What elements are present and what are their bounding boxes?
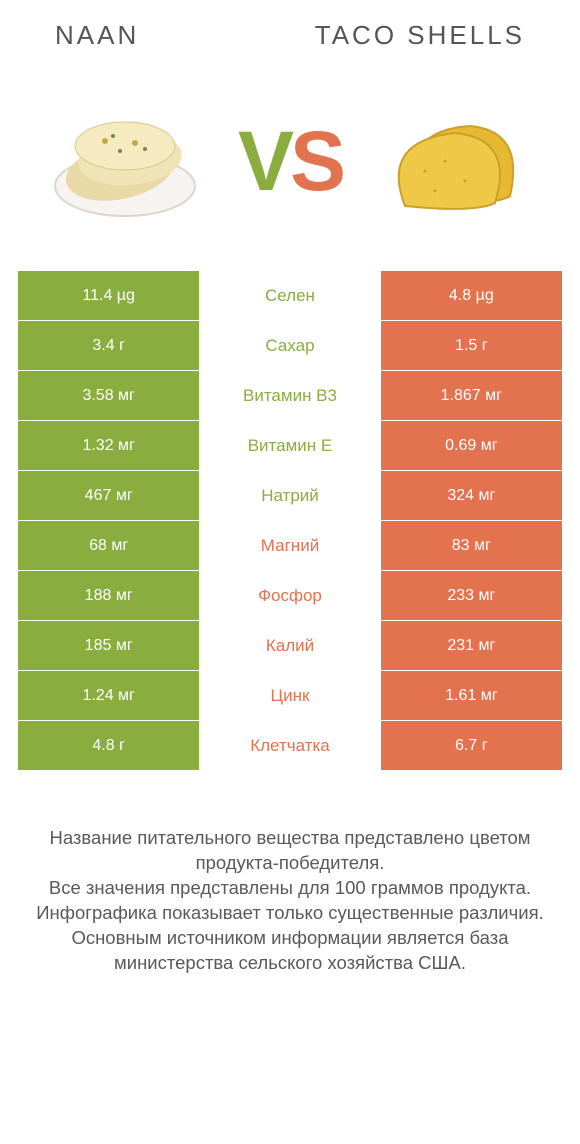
nutrient-name: Цинк (199, 671, 380, 721)
table-row: 185 мгКалий231 мг (18, 621, 562, 671)
footer-notes: Название питательного вещества представл… (0, 771, 580, 976)
nutrient-name: Натрий (199, 471, 380, 521)
table-row: 3.4 гСахар1.5 г (18, 321, 562, 371)
table-row: 1.32 мгВитамин E0.69 мг (18, 421, 562, 471)
left-value: 11.4 µg (18, 271, 199, 321)
table-row: 11.4 µgСелен4.8 µg (18, 271, 562, 321)
table-row: 3.58 мгВитамин B31.867 мг (18, 371, 562, 421)
vs-s: S (290, 114, 342, 208)
table-row: 188 мгФосфор233 мг (18, 571, 562, 621)
right-value: 1.867 мг (381, 371, 562, 421)
comparison-images-row: VS (0, 61, 580, 271)
footer-line: Инфографика показывает только существенн… (30, 901, 550, 926)
left-value: 1.24 мг (18, 671, 199, 721)
right-value: 6.7 г (381, 721, 562, 771)
right-value: 4.8 µg (381, 271, 562, 321)
right-value: 233 мг (381, 571, 562, 621)
left-value: 3.4 г (18, 321, 199, 371)
right-value: 1.5 г (381, 321, 562, 371)
footer-line: Название питательного вещества представл… (30, 826, 550, 876)
naan-image (45, 91, 205, 231)
nutrient-name: Сахар (199, 321, 380, 371)
nutrient-name: Магний (199, 521, 380, 571)
nutrient-table: 11.4 µgСелен4.8 µg3.4 гСахар1.5 г3.58 мг… (0, 271, 580, 771)
left-value: 1.32 мг (18, 421, 199, 471)
left-value: 185 мг (18, 621, 199, 671)
right-value: 1.61 мг (381, 671, 562, 721)
nutrient-name: Витамин B3 (199, 371, 380, 421)
nutrient-name: Селен (199, 271, 380, 321)
left-value: 467 мг (18, 471, 199, 521)
right-value: 231 мг (381, 621, 562, 671)
footer-line: Все значения представлены для 100 граммо… (30, 876, 550, 901)
right-food-title: TACO SHELLS (315, 20, 525, 51)
table-row: 467 мгНатрий324 мг (18, 471, 562, 521)
right-value: 324 мг (381, 471, 562, 521)
header: NAAN TACO SHELLS (0, 0, 580, 61)
left-value: 188 мг (18, 571, 199, 621)
nutrient-name: Клетчатка (199, 721, 380, 771)
nutrient-name: Витамин E (199, 421, 380, 471)
table-row: 68 мгМагний83 мг (18, 521, 562, 571)
footer-line: Основным источником информации является … (30, 926, 550, 976)
right-value: 0.69 мг (381, 421, 562, 471)
nutrient-name: Фосфор (199, 571, 380, 621)
right-value: 83 мг (381, 521, 562, 571)
table-row: 4.8 гКлетчатка6.7 г (18, 721, 562, 771)
vs-label: VS (238, 119, 342, 203)
left-value: 4.8 г (18, 721, 199, 771)
table-row: 1.24 мгЦинк1.61 мг (18, 671, 562, 721)
left-food-title: NAAN (55, 20, 139, 51)
left-value: 3.58 мг (18, 371, 199, 421)
taco-shells-image (375, 91, 535, 231)
vs-v: V (238, 114, 290, 208)
nutrient-name: Калий (199, 621, 380, 671)
left-value: 68 мг (18, 521, 199, 571)
